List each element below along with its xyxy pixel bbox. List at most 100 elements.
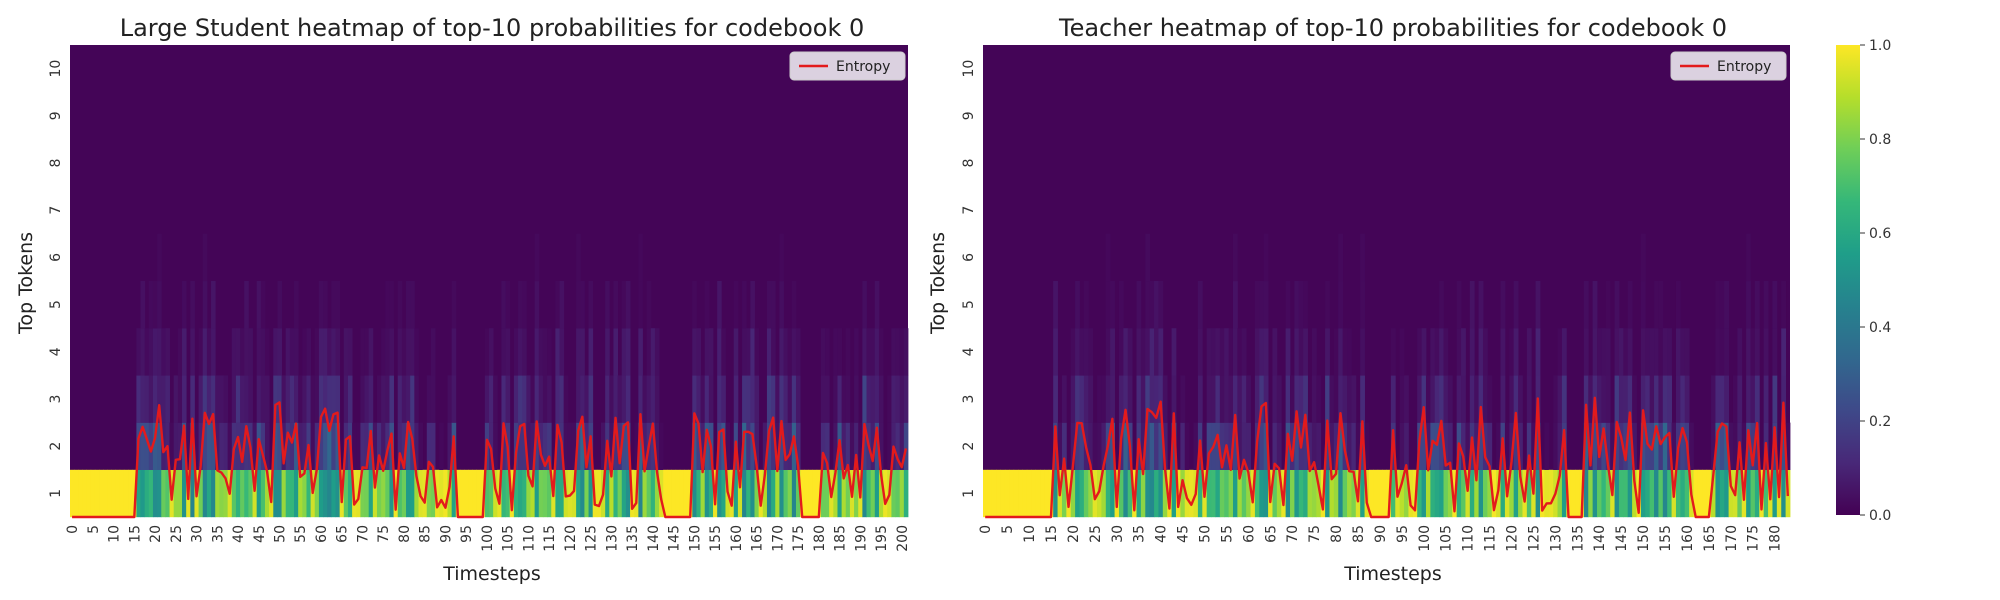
heatmap-cell xyxy=(1285,281,1291,329)
heatmap-cell xyxy=(754,469,760,518)
heatmap-cell xyxy=(866,469,872,518)
heatmap-cell xyxy=(571,469,577,518)
heatmap-cell xyxy=(1342,469,1348,518)
x-tick-label: 120 xyxy=(1505,525,1521,552)
x-tick-label: 90 xyxy=(1373,525,1389,543)
heatmap-cell xyxy=(298,422,303,470)
heatmap-cell xyxy=(733,375,739,423)
heatmap-cell xyxy=(1618,422,1624,470)
heatmap-cell xyxy=(642,375,648,423)
x-tick-label: 95 xyxy=(459,525,475,543)
heatmap-cell xyxy=(1097,375,1102,423)
heatmap-cell xyxy=(1044,469,1050,518)
heatmap-cell xyxy=(410,375,415,423)
heatmap-cell xyxy=(804,469,809,518)
heatmap-cell xyxy=(152,328,158,376)
student-heatmap-panel: Large Student heatmap of top-10 probabil… xyxy=(15,14,911,585)
heatmap-cell xyxy=(1715,328,1721,376)
heatmap-cell xyxy=(1311,375,1317,423)
heatmap-cell xyxy=(1434,328,1440,376)
heatmap-cell xyxy=(870,328,876,376)
heatmap-cell xyxy=(1597,469,1602,518)
heatmap-cell xyxy=(820,422,826,470)
heatmap-cell xyxy=(555,375,560,423)
heatmap-cell xyxy=(513,375,519,423)
heatmap-cell xyxy=(1083,328,1089,376)
heatmap-cell xyxy=(580,328,585,376)
heatmap-cell xyxy=(501,469,506,518)
heatmap-cell xyxy=(439,469,444,518)
x-tick-label: 45 xyxy=(252,525,268,543)
x-axis-label: Timesteps xyxy=(1343,563,1442,585)
heatmap-cell xyxy=(1390,469,1396,518)
heatmap-cell xyxy=(505,375,511,423)
heatmap-cell xyxy=(775,422,780,470)
heatmap-cell xyxy=(1434,469,1440,518)
heatmap-cell xyxy=(1311,422,1317,470)
colorbar-tick-label: 0.0 xyxy=(1869,508,1891,524)
heatmap-cell xyxy=(1211,328,1216,376)
heatmap-cell xyxy=(385,328,390,376)
heatmap-cell xyxy=(1654,469,1659,518)
heatmap-cell xyxy=(389,375,394,423)
heatmap-cell xyxy=(1070,375,1076,423)
heatmap-cell xyxy=(874,281,880,329)
heatmap-cell xyxy=(1632,375,1637,423)
heatmap-cell xyxy=(1662,328,1668,376)
heatmap-cell xyxy=(849,422,855,470)
heatmap-cell xyxy=(397,375,403,423)
heatmap-cell xyxy=(343,375,349,423)
heatmap-cell xyxy=(1009,469,1015,518)
heatmap-cell xyxy=(1259,469,1265,518)
heatmap-cell xyxy=(235,422,241,470)
heatmap-cell xyxy=(1605,375,1611,423)
heatmap-cell xyxy=(157,281,162,329)
heatmap-cell xyxy=(1482,375,1488,423)
heatmap-cell xyxy=(1290,469,1295,518)
heatmap-cell xyxy=(1478,281,1484,329)
heatmap-cell xyxy=(791,469,797,518)
heatmap-cell xyxy=(231,328,237,376)
heatmap-cell xyxy=(1360,281,1365,329)
heatmap-cell xyxy=(1127,469,1133,518)
heatmap-cell xyxy=(1272,328,1278,376)
heatmap-cell xyxy=(742,281,747,329)
heatmap-cell xyxy=(152,422,158,470)
heatmap-cell xyxy=(136,375,141,423)
heatmap-cell xyxy=(1732,375,1738,423)
heatmap-cell xyxy=(862,375,867,423)
heatmap-cell xyxy=(625,281,631,329)
heatmap-cell xyxy=(1627,469,1633,518)
heatmap-cell xyxy=(783,375,789,423)
heatmap-cell xyxy=(1263,281,1269,329)
x-tick-label: 150 xyxy=(1636,525,1652,552)
heatmap-cell xyxy=(1518,422,1523,470)
heatmap-cell xyxy=(314,375,320,423)
heatmap-cell xyxy=(335,469,341,518)
heatmap-cell xyxy=(1675,469,1681,518)
heatmap-cell xyxy=(1487,469,1493,518)
heatmap-cell xyxy=(1228,469,1234,518)
heatmap-cell xyxy=(1263,422,1269,470)
heatmap-cell xyxy=(787,375,793,423)
heatmap-cell xyxy=(1105,469,1111,518)
heatmap-cell xyxy=(1535,281,1541,329)
heatmap-cell xyxy=(215,469,220,518)
heatmap-cell xyxy=(816,469,822,518)
heatmap-cell xyxy=(397,422,403,470)
heatmap-cell xyxy=(1083,375,1089,423)
heatmap-cell xyxy=(742,375,747,423)
heatmap-cell xyxy=(1079,328,1085,376)
heatmap-cell xyxy=(1105,233,1111,282)
heatmap-cell xyxy=(1561,328,1567,376)
heatmap-cell xyxy=(260,422,266,470)
heatmap-cell xyxy=(1697,469,1703,518)
heatmap-cell xyxy=(1601,328,1607,376)
heatmap-cell xyxy=(1347,469,1352,518)
heatmap-cell xyxy=(547,328,552,376)
heatmap-cell xyxy=(1022,469,1028,518)
heatmap-cell xyxy=(1171,375,1177,423)
heatmap-cell xyxy=(1145,233,1151,282)
heatmap-cell xyxy=(1667,469,1672,518)
heatmap-cell xyxy=(161,328,166,376)
